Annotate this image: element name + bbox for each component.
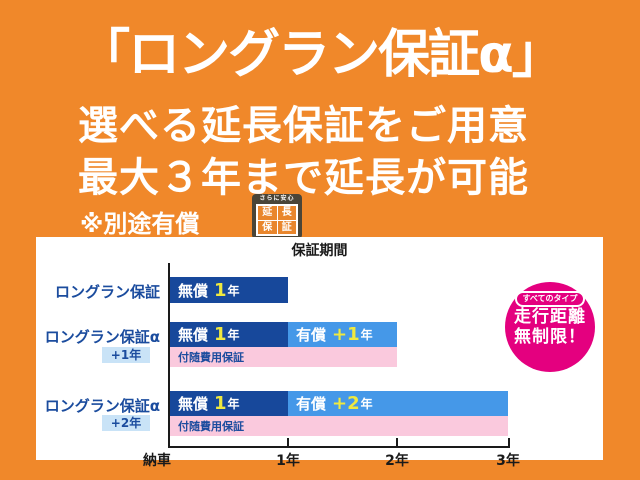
bar-text: 有償 [296, 395, 327, 413]
x-tick-label-3year: 3年 [496, 453, 520, 469]
bar-text: 付随費用保証 [178, 351, 244, 364]
bar-year-unit: 年 [227, 283, 240, 298]
x-tick-label-delivery: 納車 [143, 453, 171, 469]
stamp-char: 長 [277, 206, 296, 220]
paid-warranty-bar-row3: 有償 +2 年 [288, 391, 508, 416]
paid-warranty-bar-row2: 有償 +1 年 [288, 322, 397, 347]
stamp-tagline: さらに安心 [259, 195, 295, 202]
bar-year-number: +1 [332, 324, 360, 345]
subtitle-line-1: 選べる延長保証をご用意 [78, 103, 529, 149]
row-sublabel-plus1year: +1年 [102, 347, 150, 363]
poster-title: 「ロングラン保証α」 [78, 25, 564, 85]
bar-text: 付随費用保証 [178, 420, 244, 433]
bar-year-unit: 年 [360, 328, 373, 342]
axis-tick-2year [396, 438, 398, 448]
stamp-char: 延 [258, 206, 277, 220]
subtitle-line-2: 最大３年まで延長が可能 [78, 155, 529, 201]
bar-year-unit: 年 [227, 328, 240, 342]
bar-text: 無償 [178, 281, 209, 300]
y-axis-line [168, 263, 170, 448]
free-warranty-bar-row2: 無償 1 年 [170, 322, 288, 347]
warranty-period-chart: 保証期間 納車 1年 2年 3年 ロングラン保証 無償 1 年 ロングラン保証α… [36, 237, 603, 469]
axis-tick-3year [508, 438, 510, 448]
axis-tick-1year [287, 438, 289, 448]
bar-text: 有償 [296, 326, 327, 344]
x-axis-line [168, 446, 510, 448]
bar-year-unit: 年 [360, 397, 373, 411]
bar-year-number: 1 [214, 393, 227, 414]
extended-warranty-stamp-icon: さらに安心 延 長 保 証 [252, 194, 302, 239]
chart-title: 保証期間 [291, 243, 348, 259]
stamp-grid: 延 長 保 証 [256, 204, 298, 236]
badge-line-unlimited: 無制限！ [514, 327, 586, 347]
bar-text: 無償 [178, 326, 209, 344]
x-tick-label-2year: 2年 [385, 453, 409, 469]
x-tick-label-1year: 1年 [276, 453, 300, 469]
bar-year-number: +2 [332, 393, 360, 414]
stamp-char: 証 [277, 220, 296, 234]
free-warranty-bar-row3: 無償 1 年 [170, 391, 288, 416]
unlimited-mileage-badge: すべてのタイプ 走行距離 無制限！ [505, 282, 595, 372]
row-sublabel-plus2year: +2年 [102, 415, 150, 431]
row-label-longrun-alpha2: ロングラン保証α [44, 397, 160, 415]
free-warranty-bar-row1: 無償 1 年 [170, 277, 288, 303]
bar-text: 無償 [178, 395, 209, 413]
badge-pill-all-types: すべてのタイプ [515, 291, 585, 307]
bar-year-unit: 年 [227, 397, 240, 411]
paid-option-note: ※別途有償 [80, 210, 200, 238]
row-label-longrun-alpha1: ロングラン保証α [44, 328, 160, 346]
stamp-char: 保 [258, 220, 277, 234]
row-label-longrun: ロングラン保証 [54, 283, 160, 301]
incidental-cost-bar-row2: 付随費用保証 [170, 347, 397, 367]
incidental-cost-bar-row3: 付随費用保証 [170, 416, 508, 436]
bar-year-number: 1 [214, 324, 227, 345]
badge-line-mileage: 走行距離 [514, 307, 586, 327]
bar-year-number: 1 [214, 279, 227, 301]
